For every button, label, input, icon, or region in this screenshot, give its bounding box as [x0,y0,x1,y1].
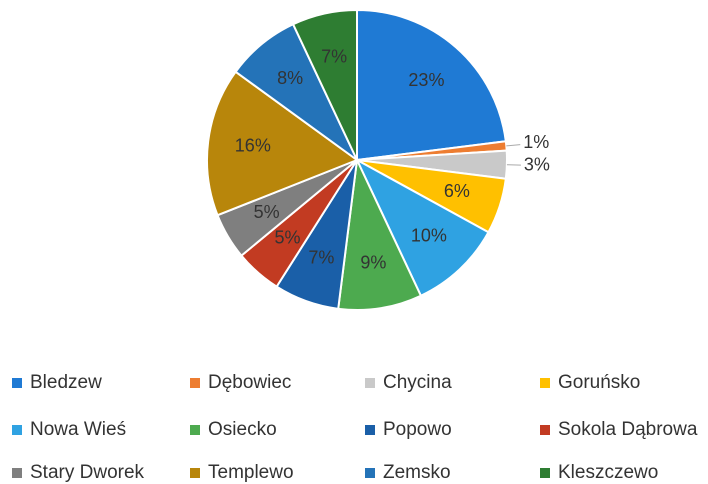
legend-label: Kleszczewo [558,462,658,483]
leader-line [506,144,521,147]
legend-swatch [540,378,550,388]
legend-label: Zemsko [383,462,451,483]
legend-swatch [540,425,550,435]
legend-swatch [190,378,200,388]
legend-swatch [190,468,200,478]
legend-swatch [190,425,200,435]
data-label: 23% [408,70,444,90]
legend-label: Templewo [208,462,294,483]
data-label: 5% [254,202,280,222]
pie-slice [354,157,490,298]
legend-label: Popowo [383,419,452,440]
data-label: 8% [277,68,303,88]
legend-swatch [365,378,375,388]
legend-swatch [12,378,22,388]
data-label: 10% [411,225,447,245]
legend-swatch [540,468,550,478]
data-label: 9% [360,252,386,272]
legend-label: Sokola Dąbrowa [558,419,698,440]
legend-label: Osiecko [208,419,277,440]
legend-swatch [12,425,22,435]
legend-label: Nowa Wieś [30,419,126,440]
pie-slice [206,70,360,217]
legend-label: Chycina [383,372,452,393]
pie-slice [337,156,423,311]
legend-label: Goruńsko [558,372,640,393]
data-label: 5% [275,228,301,248]
data-label: 7% [308,248,334,268]
data-label: 3% [524,154,550,174]
data-label: 16% [235,136,271,156]
pie-slice [356,8,507,162]
pie-slice [291,8,358,161]
legend-swatch [365,468,375,478]
data-label: 1% [523,132,549,152]
data-label: 6% [444,181,470,201]
data-label: 7% [321,46,347,66]
legend-label: Bledzew [30,372,102,393]
legend-label: Dębowiec [208,372,291,393]
legend-swatch [365,425,375,435]
legend-swatch [12,468,22,478]
legend-label: Stary Dworek [30,462,145,483]
